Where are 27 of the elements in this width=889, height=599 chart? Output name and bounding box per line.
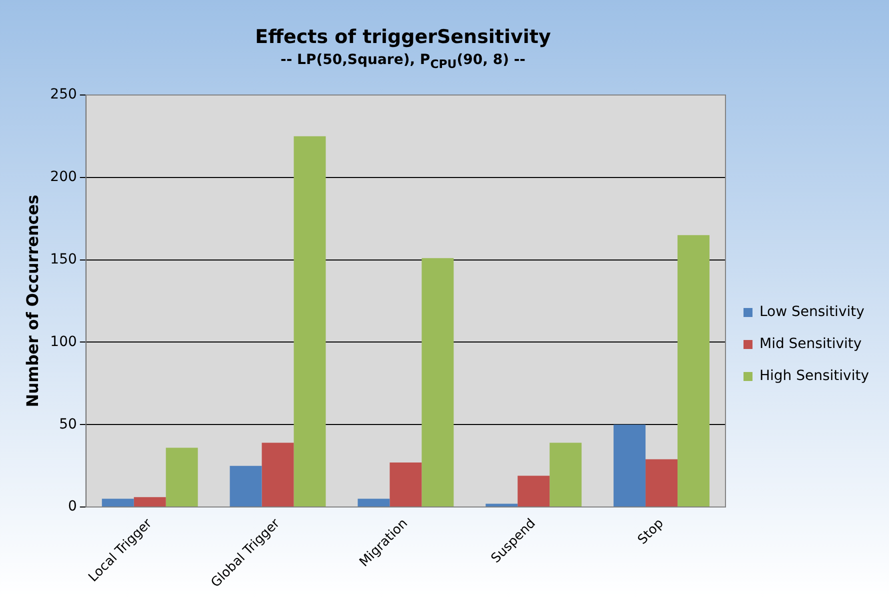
chart-subtitle: -- LP(50,Square), P$_{CPU}$(90, 8) -- — [280, 52, 526, 71]
bar — [646, 459, 678, 507]
y-axis-title: Number of Occurrences — [22, 194, 42, 408]
y-tick-label: 250 — [50, 86, 77, 103]
y-tick-label: 0 — [68, 498, 77, 515]
bar — [102, 498, 134, 507]
legend-label: Mid Sensitivity — [759, 336, 862, 352]
bar — [166, 448, 198, 507]
bar — [262, 442, 294, 507]
bar — [358, 498, 390, 507]
bar — [230, 466, 262, 507]
bar — [678, 235, 710, 507]
bar — [518, 476, 550, 507]
legend-label: High Sensitivity — [759, 368, 870, 384]
chart-title: Effects of triggerSensitivity — [254, 26, 552, 48]
bar — [390, 462, 422, 507]
bar — [134, 497, 166, 507]
y-tick-label: 100 — [50, 334, 77, 350]
y-tick-label: 150 — [50, 251, 77, 268]
y-tick-label: 200 — [50, 169, 77, 186]
bar — [550, 442, 582, 507]
legend-label: Low Sensitivity — [759, 304, 864, 320]
bar — [294, 136, 326, 507]
bar — [422, 258, 454, 507]
y-tick-label: 50 — [59, 416, 77, 432]
bar — [486, 504, 518, 507]
bar — [614, 424, 646, 507]
